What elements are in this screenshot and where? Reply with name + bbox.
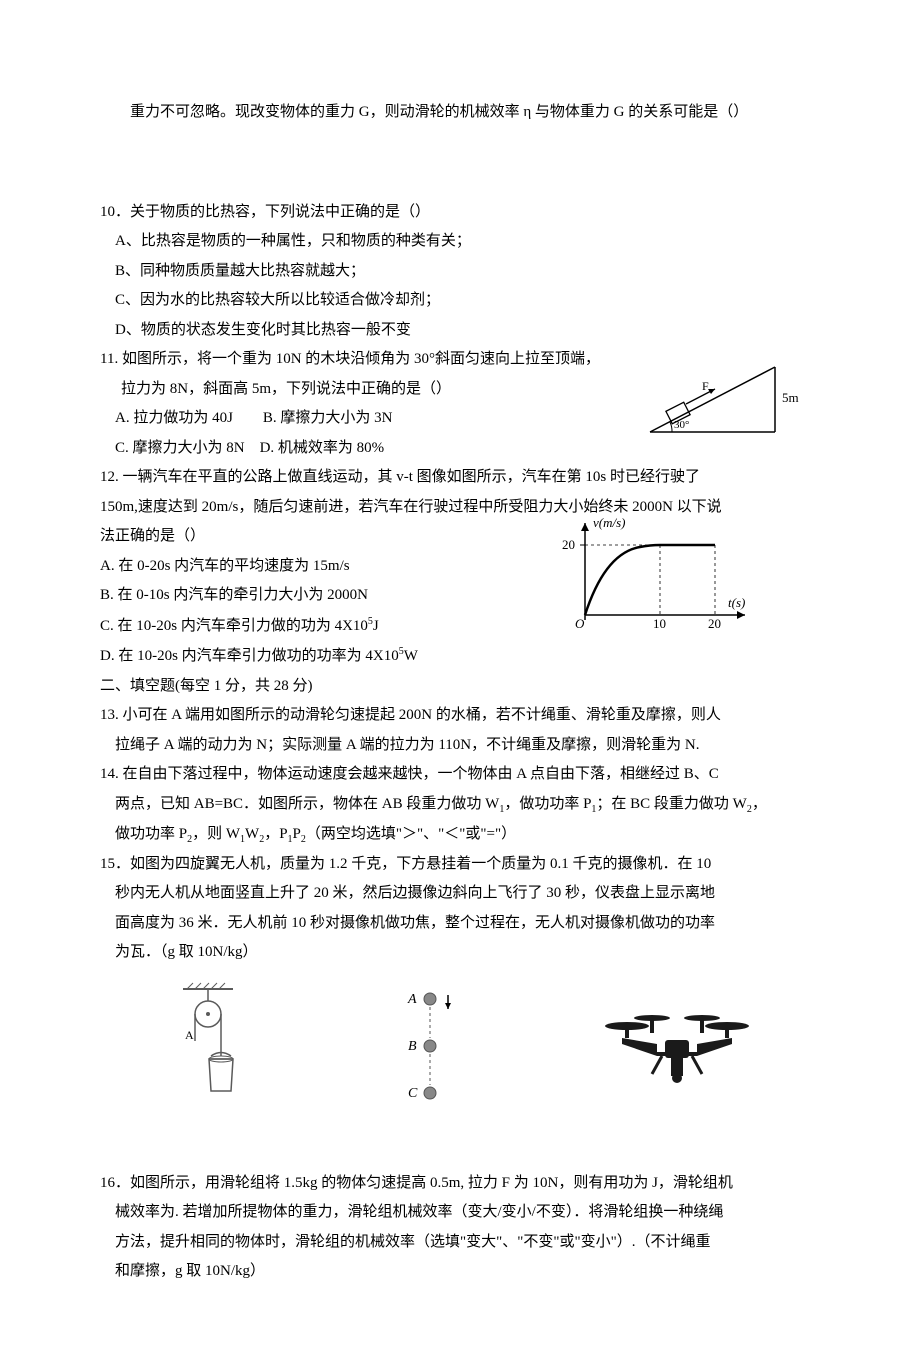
angle-label: 30°	[674, 419, 689, 431]
q11-figure: 30° F 5m	[640, 352, 810, 442]
origin-label: O	[575, 616, 585, 630]
q10-option-d: D、物质的状态发生变化时其比热容一般不变	[100, 318, 820, 344]
q15-line3: 面高度为 36 米．无人机前 10 秒对摄像机做功焦，整个过程在，无人机对摄像机…	[100, 911, 820, 937]
pulley-a-label: A	[185, 1028, 194, 1042]
free-fall-diagram: A B C	[380, 981, 470, 1111]
q14-l3-m3: ，P	[264, 826, 287, 842]
q15-figures: A A B C	[100, 981, 820, 1111]
q14-line3: 做功功率 P2，则 W1W2，P1P2（两空均选填"＞"、"＜"或"="）	[100, 822, 820, 848]
q14-l3-post: （两空均选填"＞"、"＜"或"="）	[306, 826, 516, 842]
q16-line2: 械效率为. 若增加所提物体的重力，滑轮组机械效率（变大/变小/不变）．将滑轮组换…	[100, 1200, 820, 1226]
q16-line3: 方法，提升相同的物体时，滑轮组的机械效率（选填"变大"、"不变"或"变小"）.（…	[100, 1230, 820, 1256]
q15-line4: 为瓦．（g 取 10N/kg）	[100, 940, 820, 966]
pulley-bucket-diagram: A	[163, 981, 253, 1111]
q10-option-b: B、同种物质质量越大比热容就越大；	[100, 259, 820, 285]
q12-figure: 20 v(m/s) O 10 20 t(s)	[550, 515, 760, 630]
xtick-20: 20	[708, 616, 721, 630]
q12d-post: W	[404, 648, 418, 664]
fall-b-label: B	[408, 1039, 417, 1054]
q9-continuation: 重力不可忽略。现改变物体的重力 G，则动滑轮的机械效率 η 与物体重力 G 的关…	[100, 100, 820, 126]
q13-line1: 13. 小可在 A 端用如图所示的动滑轮匀速提起 200N 的水桶，若不计绳重、…	[100, 703, 820, 729]
q14-l2-pre: 两点，已知 AB=BC．如图所示，物体在 AB 段重力做功 W	[115, 796, 499, 812]
q14-l3-m2: W	[245, 826, 259, 842]
q13-line2: 拉绳子 A 端的动力为 N；实际测量 A 端的拉力为 110N，不计绳重及摩擦，…	[100, 733, 820, 759]
q11-block: 30° F 5m 11. 如图所示，将一个重为 10N 的木块沿倾角为 30°斜…	[100, 347, 820, 461]
q12-option-d: D. 在 10-20s 内汽车牵引力做功的功率为 4X105W	[100, 643, 820, 670]
fall-c-label: C	[408, 1086, 418, 1101]
q14-line1: 14. 在自由下落过程中，物体运动速度会越来越快，一个物体由 A 点自由下落，相…	[100, 762, 820, 788]
q14-l3-pre: 做功功率 P	[115, 826, 187, 842]
q16-line1: 16．如图所示，用滑轮组将 1.5kg 的物体匀速提高 0.5m, 拉力 F 为…	[100, 1171, 820, 1197]
q10-option-a: A、比热容是物质的一种属性，只和物质的种类有关；	[100, 229, 820, 255]
spacer	[100, 130, 820, 200]
height-label: 5m	[782, 390, 799, 405]
q12c-post: J	[373, 618, 379, 634]
q10-stem: 10．关于物质的比热容，下列说法中正确的是（）	[100, 200, 820, 226]
x-label: t(s)	[728, 595, 745, 610]
q10-option-c: C、因为水的比热容较大所以比较适合做冷却剂；	[100, 288, 820, 314]
q14-l3-m1: ，则 W	[192, 826, 240, 842]
q12-line1: 12. 一辆汽车在平直的公路上做直线运动，其 v-t 图像如图所示，汽车在第 1…	[100, 465, 820, 491]
q12d-pre: D. 在 10-20s 内汽车牵引力做功的功率为 4X10	[100, 648, 399, 664]
q14-l2-m3: ，	[752, 796, 767, 812]
q14-line2: 两点，已知 AB=BC．如图所示，物体在 AB 段重力做功 W1，做功功率 P1…	[100, 792, 820, 818]
fall-a-label: A	[407, 992, 417, 1007]
xtick-10: 10	[653, 616, 666, 630]
force-label: F	[702, 379, 709, 393]
vt-graph: 20 v(m/s) O 10 20 t(s)	[550, 515, 760, 630]
q14-l2-m1: ，做功功率 P	[504, 796, 591, 812]
q12-block: 20 v(m/s) O 10 20 t(s) 12. 一辆汽车在平直的公路上做直…	[100, 465, 820, 670]
q14-l3-m4: P	[293, 826, 301, 842]
q14-l2-m2: ；在 BC 段重力做功 W	[596, 796, 746, 812]
incline-diagram: 30° F 5m	[640, 352, 810, 442]
q12c-pre: C. 在 10-20s 内汽车牵引力做的功为 4X10	[100, 618, 368, 634]
y-label: v(m/s)	[593, 515, 626, 530]
drone-diagram	[597, 996, 757, 1096]
q16-line4: 和摩擦，g 取 10N/kg）	[100, 1259, 820, 1285]
q15-line2: 秒内无人机从地面竖直上升了 20 米，然后边摄像边斜向上飞行了 30 秒，仪表盘…	[100, 881, 820, 907]
ytick-20: 20	[562, 537, 575, 552]
section-2-heading: 二、填空题(每空 1 分，共 28 分)	[100, 674, 820, 700]
q15-line1: 15．如图为四旋翼无人机，质量为 1.2 千克，下方悬挂着一个质量为 0.1 千…	[100, 852, 820, 878]
